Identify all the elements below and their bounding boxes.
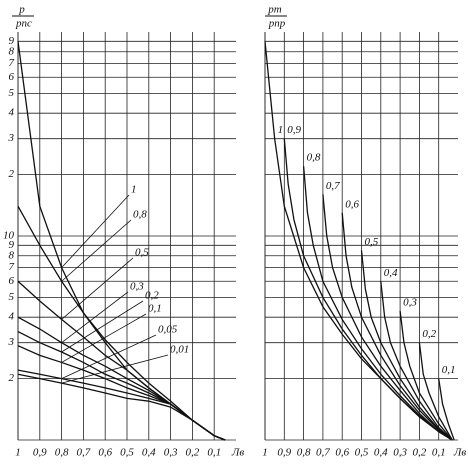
x-tick-label: 0,8 — [297, 447, 311, 459]
series-label: 0,6 — [345, 198, 359, 210]
series-label: 0,8 — [133, 209, 147, 221]
curve — [418, 342, 453, 441]
series-label: 0,1 — [442, 364, 456, 376]
x-tick-label: 0,6 — [98, 447, 112, 459]
leader-line — [61, 219, 132, 282]
x-axis-label: Лв — [453, 447, 466, 459]
x-tick-label: 0,7 — [77, 447, 91, 459]
x-tick-label: 0,9 — [277, 447, 291, 459]
series-label: 0,5 — [365, 236, 379, 248]
y-tick-label: 10 — [3, 230, 15, 242]
y-tick-label: 4 — [9, 107, 15, 119]
x-tick-label: 0,2 — [186, 447, 200, 459]
x-tick-label: 0,8 — [55, 447, 69, 459]
curve — [360, 250, 453, 441]
curve — [283, 138, 453, 441]
y-label-num: pm — [267, 4, 282, 16]
series-label: 0,01 — [170, 344, 189, 356]
curve — [302, 166, 453, 441]
y-tick-label: 3 — [8, 132, 15, 144]
series-label: 0,2 — [145, 290, 159, 302]
curve — [380, 281, 453, 441]
x-tick-label: 0,6 — [335, 447, 349, 459]
series-label: 0,1 — [148, 303, 162, 315]
y-tick-label: 6 — [9, 275, 15, 287]
leader-line — [61, 354, 169, 384]
y-tick-label: 7 — [9, 261, 15, 273]
y-tick-label: 2 — [9, 372, 15, 384]
y-tick-label: 4 — [9, 311, 15, 323]
curve — [17, 280, 226, 441]
leader-line — [61, 334, 157, 379]
x-tick-label: 0,5 — [355, 447, 369, 459]
x-tick-label: 0,3 — [164, 447, 178, 459]
x-tick-label: 0,4 — [374, 447, 388, 459]
x-tick-label: 0,4 — [142, 447, 156, 459]
y-tick-label: 8 — [9, 249, 15, 261]
x-tick-label: 0,9 — [33, 447, 47, 459]
leader-line — [61, 194, 130, 268]
series-label: 0,4 — [384, 267, 398, 279]
series-label: 0,8 — [307, 152, 321, 164]
y-tick-label: 2 — [9, 168, 15, 180]
series-label: 0,05 — [158, 324, 178, 336]
x-tick-label: 0,1 — [207, 447, 221, 459]
y-tick-label: 8 — [9, 45, 15, 57]
y-tick-label: 7 — [9, 57, 15, 69]
leader-line — [61, 291, 129, 343]
leader-line — [61, 257, 134, 320]
x-tick-label: 0,7 — [316, 447, 330, 459]
series-label: 1 — [278, 124, 284, 136]
y-tick-label: 5 — [9, 291, 15, 303]
curve — [264, 41, 453, 441]
x-tick-label: 0,3 — [393, 447, 407, 459]
y-tick-label: 9 — [9, 239, 15, 251]
curve — [438, 378, 455, 441]
y-label-den: pпр — [268, 18, 286, 30]
x-axis-label: Лв — [231, 447, 244, 459]
curve — [322, 194, 453, 441]
y-label-den: pпс — [15, 18, 32, 30]
series-label: 0,2 — [422, 328, 436, 340]
leader-line — [61, 313, 147, 363]
y-label-num: p — [18, 4, 25, 16]
curve — [17, 373, 226, 441]
curve — [341, 212, 453, 441]
x-tick-label: 0,2 — [413, 447, 427, 459]
series-label: 0,5 — [135, 247, 149, 259]
y-tick-label: 9 — [9, 35, 15, 47]
y-tick-label: 5 — [9, 87, 15, 99]
y-tick-label: 6 — [9, 71, 15, 83]
x-tick-label: 0,5 — [120, 447, 134, 459]
x-tick-label: 1 — [15, 447, 21, 459]
leader-line — [61, 300, 144, 353]
curve — [399, 310, 453, 441]
series-label: 0,3 — [403, 296, 417, 308]
series-label: 0,7 — [326, 180, 340, 192]
series-label: 0,3 — [130, 281, 144, 293]
series-label: 1 — [131, 184, 137, 196]
y-tick-label: 3 — [8, 336, 15, 348]
x-tick-label: 0,1 — [432, 447, 446, 459]
curve — [17, 345, 226, 441]
x-tick-label: 1 — [262, 447, 268, 459]
series-label: 0,9 — [287, 124, 301, 136]
curve — [17, 205, 226, 441]
